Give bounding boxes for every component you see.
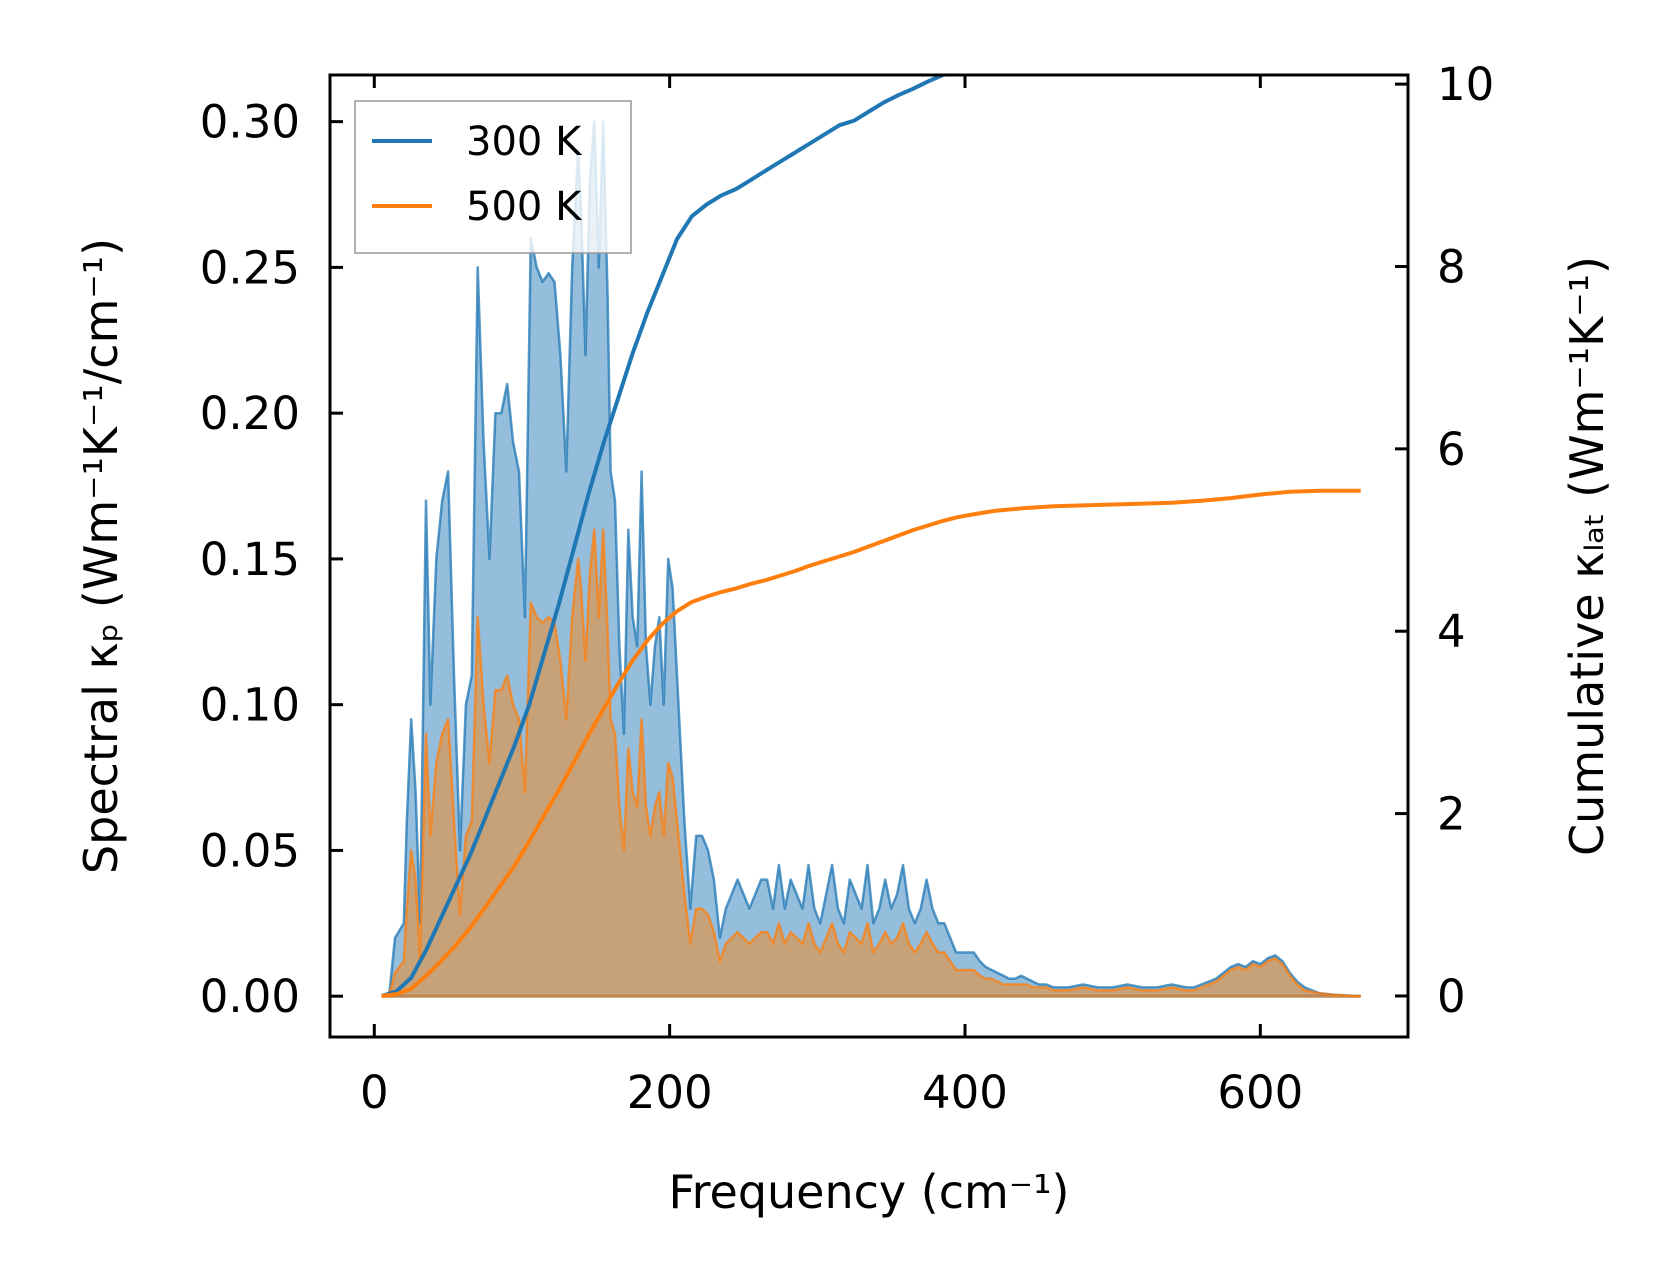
y-right-tick-label: 8 <box>1437 240 1466 293</box>
y-left-tick-label: 0.15 <box>200 533 300 586</box>
legend-label-300k: 300 K <box>466 119 583 165</box>
plot-area <box>381 75 1361 998</box>
x-axis-label: Frequency (cm⁻¹) <box>669 1165 1070 1219</box>
x-tick-label: 200 <box>627 1066 713 1119</box>
y-left-tick-label: 0.00 <box>200 970 300 1023</box>
spectral-line-300k <box>381 120 1361 998</box>
y-right-tick-label: 6 <box>1437 423 1466 476</box>
legend: 300 K 500 K <box>354 100 632 254</box>
cumulative-line-300k <box>381 75 950 998</box>
y-left-tick-label: 0.30 <box>200 96 300 149</box>
y-right-axis-ticks: 0 2 4 6 8 10 <box>1395 58 1494 1023</box>
spectral-lines <box>381 120 1361 998</box>
x-tick-label: 0 <box>360 1066 389 1119</box>
y-left-tick-label: 0.20 <box>200 387 300 440</box>
spectral-fill-500k <box>381 529 1361 997</box>
x-axis-ticks: 0 200 400 600 <box>360 75 1303 1119</box>
y-right-tick-label: 2 <box>1437 788 1466 841</box>
x-tick-label: 600 <box>1217 1066 1303 1119</box>
y-left-axis-ticks: 0.00 0.05 0.10 0.15 0.20 0.25 0.30 <box>200 96 343 1023</box>
legend-label-500k: 500 K <box>466 184 583 230</box>
cumulative-lines <box>381 75 1361 998</box>
legend-box <box>354 100 632 254</box>
y-left-tick-label: 0.25 <box>200 241 300 294</box>
y-left-tick-label: 0.05 <box>200 824 300 877</box>
plot-frame <box>328 73 1410 1039</box>
y-left-tick-label: 0.10 <box>200 679 300 732</box>
y-left-axis-label: Spectral κₚ (Wm⁻¹K⁻¹/cm⁻¹) <box>74 238 128 874</box>
cumulative-line-500k <box>381 488 1361 998</box>
spectral-line-500k <box>381 528 1361 998</box>
y-right-tick-label: 0 <box>1437 970 1466 1023</box>
x-tick-label: 400 <box>922 1066 1008 1119</box>
y-right-tick-label: 4 <box>1437 605 1466 658</box>
y-right-axis-label: Cumulative κₗₐₜ (Wm⁻¹K⁻¹) <box>1560 256 1614 856</box>
y-right-tick-label: 10 <box>1437 58 1494 111</box>
